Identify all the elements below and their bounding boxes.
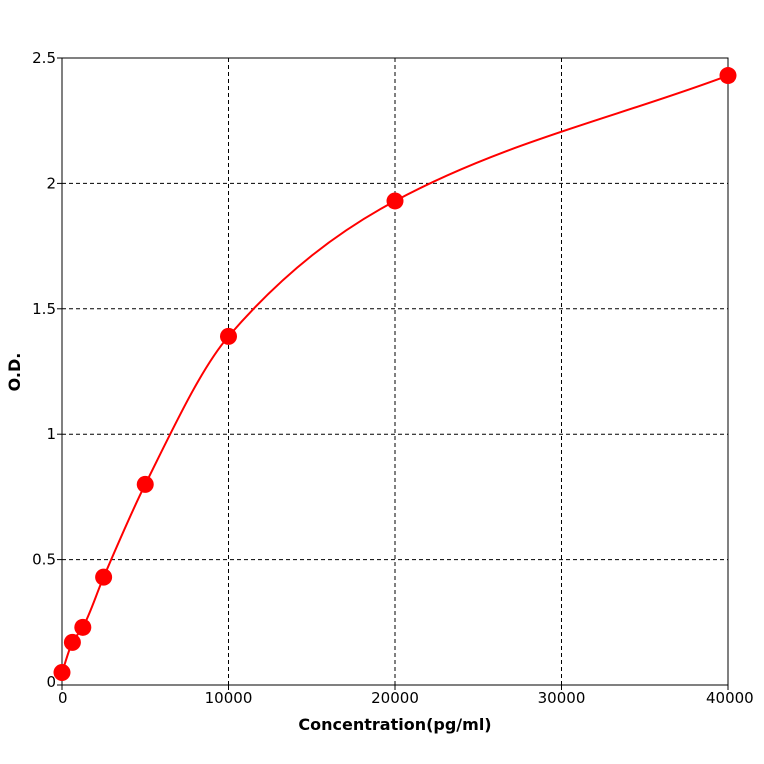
grid-lines	[62, 58, 728, 685]
data-point	[220, 327, 237, 345]
y-tick-label: 0.5	[32, 551, 56, 569]
data-point	[136, 475, 154, 493]
y-tick-label: 1	[46, 425, 56, 443]
data-point	[63, 633, 81, 651]
data-point	[386, 192, 404, 210]
axis-ticks: 0 0.5 1 1.5 2 2.5 0 10000 20000 30000 40000	[32, 49, 754, 707]
y-tick-label: 2.5	[32, 49, 56, 67]
x-tick-label: 20000	[371, 689, 419, 707]
data-point	[719, 67, 737, 85]
x-tick-label: 40000	[706, 689, 754, 707]
y-tick-label: 1.5	[32, 300, 56, 318]
y-tick-label: 2	[46, 174, 56, 192]
x-tick-label: 10000	[205, 689, 253, 707]
data-point	[74, 618, 92, 636]
data-point	[95, 568, 113, 586]
y-axis-title: O.D.	[5, 353, 24, 392]
x-tick-label: 30000	[538, 689, 586, 707]
y-tick-label: 0	[46, 673, 56, 691]
x-axis-title: Concentration(pg/ml)	[298, 715, 491, 734]
data-points	[53, 67, 737, 681]
x-tick-label: 0	[58, 689, 68, 707]
data-point	[53, 663, 71, 681]
